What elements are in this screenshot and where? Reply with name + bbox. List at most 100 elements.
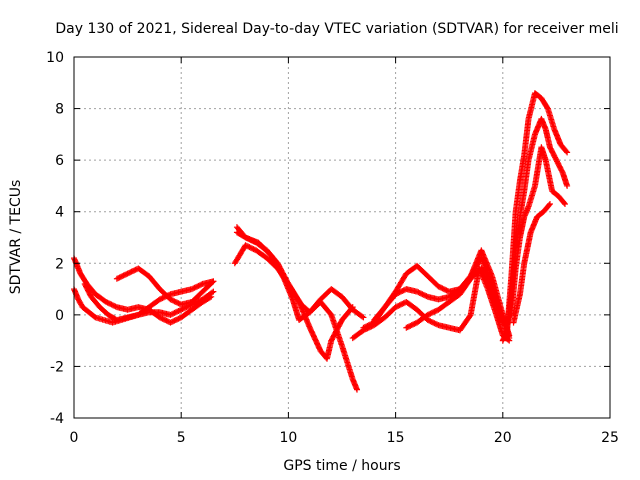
data-point-fill xyxy=(547,145,559,162)
data-point-fill xyxy=(146,274,162,291)
data-point-fill xyxy=(457,313,473,333)
data-point-fill xyxy=(350,307,366,320)
data-point-fill xyxy=(510,292,523,325)
data-point-fill xyxy=(329,286,344,299)
data-point xyxy=(124,270,131,277)
data-point xyxy=(435,283,442,290)
data-point-fill xyxy=(82,282,94,299)
data-point-fill xyxy=(89,294,102,309)
data-point-fill xyxy=(554,158,566,175)
data-point-fill xyxy=(542,158,555,193)
data-point-fill xyxy=(147,297,162,310)
data-point-fill xyxy=(324,339,334,361)
axis-ticks: 0 5 10 15 20 25 -4 -2 0 2 4 6 8 10 xyxy=(46,50,619,446)
data-point-fill xyxy=(382,289,398,309)
data-point-fill xyxy=(550,188,561,199)
chart-title: Day 130 of 2021, Sidereal Day-to-day VTE… xyxy=(55,21,618,37)
data-point-fill xyxy=(80,304,91,315)
data-point-fill xyxy=(525,184,538,209)
data-point xyxy=(564,182,571,189)
data-point xyxy=(561,200,568,207)
data-point-fill xyxy=(200,279,216,294)
data-point-fill xyxy=(318,300,334,317)
data-point xyxy=(167,296,174,303)
data-point-fill xyxy=(533,90,544,101)
data-point xyxy=(403,324,410,331)
data-point-fill xyxy=(404,320,419,331)
data-point-fill xyxy=(415,312,430,325)
data-points xyxy=(71,90,571,393)
data-point-fill xyxy=(87,310,98,320)
data-point-fill xyxy=(404,299,419,312)
data-point xyxy=(424,311,431,318)
data-point-fill xyxy=(281,277,296,302)
data-point-fill xyxy=(415,289,430,300)
y-tick-label: -2 xyxy=(50,359,64,375)
data-point xyxy=(178,306,185,313)
data-point-fill xyxy=(521,117,532,157)
data-point xyxy=(167,319,174,326)
data-point-fill xyxy=(97,305,111,317)
data-point-fill xyxy=(254,248,269,261)
x-tick-label: 20 xyxy=(494,430,512,446)
data-point-fill xyxy=(234,225,248,240)
data-point-fill xyxy=(539,96,551,111)
data-point xyxy=(392,304,399,311)
data-point-fill xyxy=(512,179,523,214)
data-point-fill xyxy=(339,294,355,312)
data-point xyxy=(360,324,367,331)
data-point-fill xyxy=(290,297,302,322)
data-point xyxy=(210,288,217,295)
data-point-fill xyxy=(136,266,151,279)
data-point-fill xyxy=(136,304,151,317)
x-tick-label: 15 xyxy=(387,430,405,446)
data-point-fill xyxy=(372,305,387,322)
data-point-fill xyxy=(115,271,130,282)
data-point-fill xyxy=(93,292,108,305)
data-point xyxy=(103,298,110,305)
data-point-fill xyxy=(556,194,568,206)
data-point-fill xyxy=(535,209,546,220)
data-point-fill xyxy=(525,132,538,162)
data-point-fill xyxy=(447,292,462,305)
series-arc-14 xyxy=(508,144,568,318)
x-tick-label: 10 xyxy=(279,430,297,446)
data-point xyxy=(360,314,367,321)
data-point xyxy=(113,275,120,282)
data-point-fill xyxy=(147,307,162,320)
data-point-fill xyxy=(200,294,213,305)
y-tick-label: 6 xyxy=(55,153,64,169)
data-point-fill xyxy=(517,261,528,296)
data-point xyxy=(354,386,361,393)
x-axis-label: GPS time / hours xyxy=(283,458,400,474)
data-point-fill xyxy=(268,253,287,281)
data-point-fill xyxy=(232,243,248,265)
data-point-fill xyxy=(489,274,506,317)
data-point-fill xyxy=(521,230,534,265)
x-tick-label: 5 xyxy=(177,430,186,446)
data-point-fill xyxy=(426,317,441,328)
data-point-fill xyxy=(157,287,173,302)
data-point-fill xyxy=(104,299,119,310)
x-tick-label: 0 xyxy=(70,430,79,446)
plot-frame xyxy=(73,56,611,419)
series-arc-15 xyxy=(510,200,553,326)
data-point-fill xyxy=(189,289,205,304)
data-point-fill xyxy=(393,271,409,294)
y-tick-label: 4 xyxy=(55,205,64,221)
data-point-fill xyxy=(179,307,194,320)
data-point xyxy=(156,314,163,321)
data-point-fill xyxy=(382,305,398,320)
data-point xyxy=(546,200,553,207)
data-point-fill xyxy=(525,91,538,121)
data-point-fill xyxy=(478,248,495,278)
data-point xyxy=(424,317,431,324)
y-tick-label: 0 xyxy=(55,308,64,324)
data-point-fill xyxy=(328,318,345,343)
data-point-fill xyxy=(256,240,274,258)
data-point-fill xyxy=(297,310,312,323)
data-point-fill xyxy=(361,320,376,331)
data-point-fill xyxy=(243,242,258,253)
data-point-fill xyxy=(339,344,356,381)
data-point xyxy=(414,288,421,295)
